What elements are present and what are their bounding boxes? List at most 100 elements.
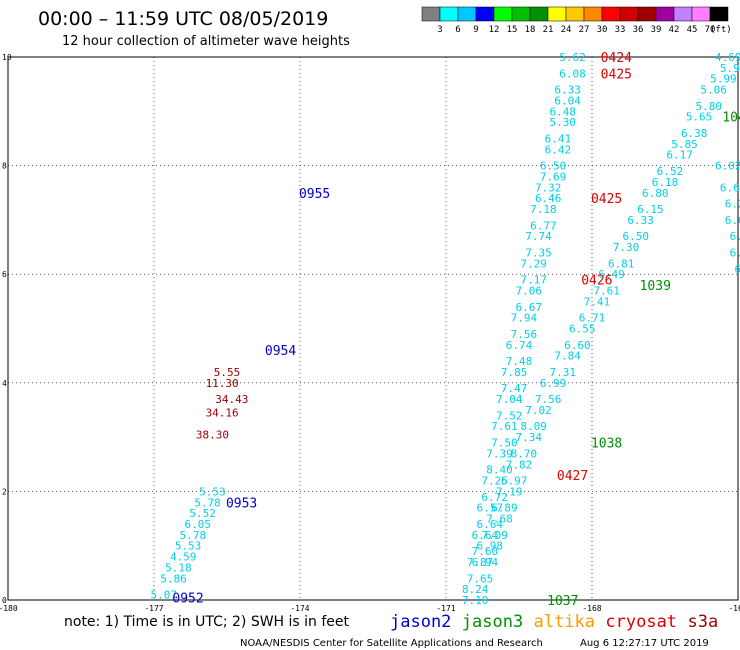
y-tick-label: 2	[2, 487, 7, 496]
swh-value-label: 11.30	[206, 377, 239, 390]
swh-value-label: 7.02	[525, 404, 552, 417]
swh-value-label: 7.82	[506, 458, 533, 471]
swh-value-label: 5.86	[160, 572, 187, 585]
colorbar-swatch	[601, 6, 621, 22]
colorbar-swatch	[619, 6, 639, 22]
colorbar-swatch	[475, 6, 495, 22]
swh-value-label: 6.64	[720, 181, 740, 194]
swh-value-label: 6.99	[540, 377, 567, 390]
swh-value-label: 5.85	[671, 138, 698, 151]
track-jason2: 5.62 6.08 6.336.046.485.30 6.416.42 6.507.69…	[462, 51, 632, 607]
swh-value-label: 6.50	[540, 160, 567, 173]
colorbar-swatch	[565, 6, 585, 22]
colorbar-swatch	[655, 6, 675, 22]
swh-value-label: 7.56	[535, 393, 562, 406]
swh-value-label: 6.02	[715, 160, 740, 173]
swh-value-label: 7.87	[467, 556, 494, 569]
swh-value-label: 7.30	[613, 241, 640, 254]
x-tick-label: -177	[144, 604, 163, 613]
colorbar-swatch	[583, 6, 603, 22]
x-tick-label: -171	[436, 604, 455, 613]
colorbar-label: 3	[437, 25, 442, 35]
data-marks: 5.075.865.184.595.535.786.055.525.785.53…	[150, 51, 740, 609]
swh-value-label: 8.70	[511, 447, 538, 460]
colorbar-swatch	[511, 6, 531, 22]
tick-labels: -180 -177 -174 -171 -168 -165 0 2 4 6 8 10	[0, 53, 740, 613]
colorbar-label: 12	[489, 25, 500, 35]
swh-value-label: 7.68	[486, 513, 513, 526]
colorbar-label: 42	[669, 25, 680, 35]
swh-value-label: 38.30	[196, 428, 229, 441]
swh-value-label: 7.18	[530, 203, 557, 216]
swh-value-label: 7.94	[511, 312, 538, 325]
pass-time-label: 0953	[226, 496, 257, 511]
colorbar-swatch	[637, 6, 657, 22]
swh-value-label: 7.19	[496, 485, 523, 498]
swh-value-label: 7.52	[496, 409, 523, 422]
swh-value-label: 6.08	[559, 67, 586, 80]
swh-value-label: 5.78	[180, 529, 207, 542]
pass-time-label: 1038	[591, 437, 622, 452]
footnote: note: 1) Time is in UTC; 2) SWH is in fe…	[64, 614, 350, 630]
swh-value-label: 6.71	[579, 312, 606, 325]
track-jason2: 5.075.865.184.595.535.786.055.525.785.53…	[150, 187, 330, 607]
swh-value-label: 7.34	[515, 431, 542, 444]
colorbar-label: 45	[687, 25, 698, 35]
pass-time-label: 0955	[299, 187, 330, 202]
swh-value-label: 6.13	[730, 230, 740, 243]
swh-value-label: 7.61	[593, 284, 620, 297]
pass-time-label: 0425	[591, 192, 622, 207]
swh-value-label: 6.41	[545, 132, 572, 145]
swh-value-label: 6.15	[637, 203, 664, 216]
swh-value-label: 6.55	[569, 323, 596, 336]
swh-value-label: 4.59	[170, 551, 197, 564]
y-tick-label: 8	[2, 162, 7, 171]
track-jason3: 4.695.945.995.06 5.805.65 6.385.856.17 6.52…	[472, 51, 740, 609]
swh-value-label: 5.18	[165, 561, 192, 574]
legend-entry-altika: altika	[534, 612, 595, 632]
x-tick-label: -165	[728, 604, 740, 613]
swh-value-label: 7.29	[520, 257, 547, 270]
swh-value-label: 6.77	[530, 219, 557, 232]
colorbar-label: 36	[633, 25, 644, 35]
swh-value-label: 6.28	[725, 198, 740, 211]
swh-value-label: 6.97	[501, 475, 528, 488]
swh-value-label: 6.81	[608, 257, 635, 270]
legend: jason2 jason3 altika cryosat s3a	[390, 612, 718, 632]
swh-value-label: 34.16	[206, 407, 239, 420]
swh-value-label: 7.48	[506, 355, 533, 368]
swh-value-label: 6.18	[652, 176, 679, 189]
color-scale-bar: 3 6 9 12 15 18 21 24 27 30 33 36 39 42 45 70	[421, 6, 729, 35]
colorbar-unit: (ft)	[710, 25, 732, 35]
colorbar-label: 18	[525, 25, 536, 35]
colorbar-swatch	[421, 6, 441, 22]
pass-time-label: 1040	[722, 111, 740, 126]
swh-value-label: 7.10	[462, 594, 489, 607]
swh-value-label: 7.47	[501, 382, 528, 395]
colorbar-swatch	[673, 6, 693, 22]
swh-value-label: 5.65	[686, 111, 713, 124]
swh-value-label: 6.67	[515, 301, 542, 314]
swh-value-label: 7.32	[535, 181, 562, 194]
colorbar-swatch	[493, 6, 513, 22]
swh-value-label: 6.69	[734, 263, 740, 276]
swh-value-label: 5.94	[720, 62, 740, 75]
swh-value-label: 5.62	[559, 51, 586, 64]
swh-value-label: 6.72	[481, 491, 508, 504]
swh-value-label: 7.31	[550, 366, 577, 379]
swh-value-label: 6.60	[564, 339, 591, 352]
colorbar-swatch	[709, 6, 729, 22]
y-tick-label: 0	[2, 596, 7, 605]
x-tick-label: -168	[582, 604, 601, 613]
pass-time-label: 0426	[581, 274, 612, 289]
swh-value-label: 6.07	[730, 246, 740, 259]
swh-value-label: 6.74	[506, 339, 533, 352]
plot-frame	[7, 56, 739, 601]
swh-value-label: 6.50	[623, 230, 650, 243]
swh-value-label: 6.80	[642, 187, 669, 200]
colorbar-swatch	[529, 6, 549, 22]
swh-value-label: 6.48	[550, 105, 577, 118]
swh-value-label: 6.33	[627, 214, 654, 227]
swh-value-label: 5.80	[696, 100, 723, 113]
colorbar-label: 27	[579, 25, 590, 35]
